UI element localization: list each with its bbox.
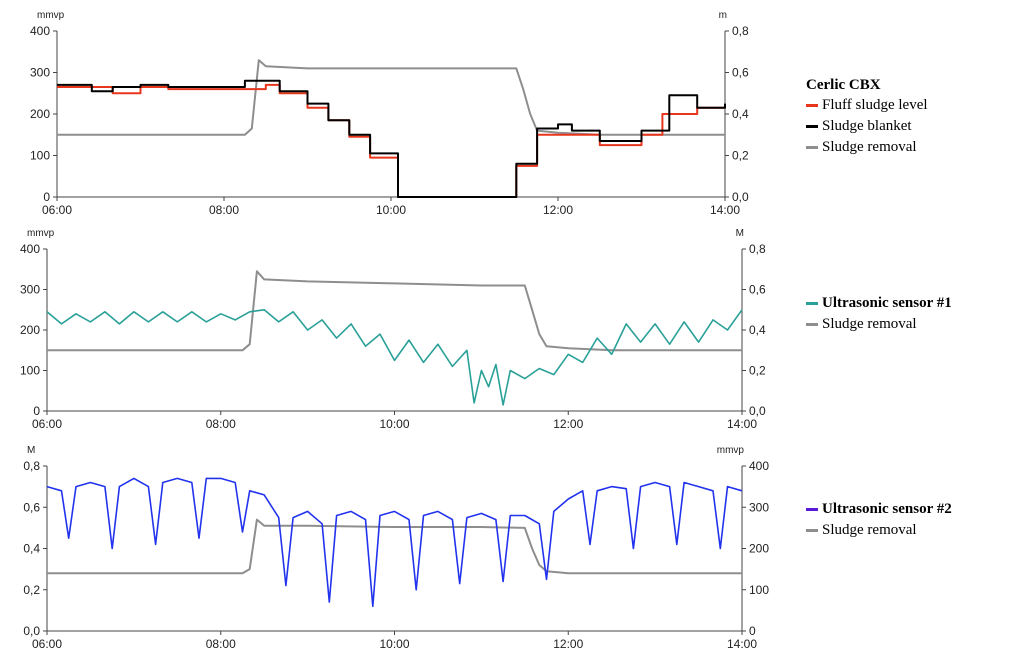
- chart2-x-tick-label: 08:00: [206, 417, 236, 431]
- chart2-x-tick-label: 12:00: [553, 417, 583, 431]
- chart3-left-unit-label: M: [27, 445, 35, 456]
- chart1-right-unit-label: m: [719, 10, 727, 21]
- legend-item-removal-2: Sludge removal: [806, 314, 952, 335]
- chart1-left-tick-label: 300: [30, 66, 50, 80]
- legend-item-blanket: Sludge blanket: [806, 116, 928, 137]
- legend-swatch-us1: [806, 302, 818, 305]
- chart3-right-tick-label: 0: [749, 624, 756, 638]
- chart3-right-tick-label: 200: [749, 542, 769, 556]
- chart1-x-tick-label: 14:00: [710, 203, 740, 217]
- legend-label-us2: Ultrasonic sensor #2: [822, 501, 952, 517]
- chart3-x-tick-label: 06:00: [32, 637, 62, 651]
- chart1-x-tick-label: 10:00: [376, 203, 406, 217]
- legend-label-blanket: Sludge blanket: [822, 118, 912, 134]
- chart2-left-tick-label: 200: [20, 323, 40, 337]
- legend-label-fluff: Fluff sludge level: [822, 97, 928, 113]
- chart2-x-tick-label: 10:00: [379, 417, 409, 431]
- chart1-right-tick-label: 0,4: [732, 107, 749, 121]
- chart3-x-tick-label: 12:00: [553, 637, 583, 651]
- legend-swatch-us2: [806, 508, 818, 511]
- chart1-legend: Cerlic CBX Fluff sludge level Sludge bla…: [806, 77, 928, 158]
- legend-item-fluff: Fluff sludge level: [806, 95, 928, 116]
- chart3-x-tick-label: 14:00: [727, 637, 757, 651]
- chart1-left-tick-label: 200: [30, 107, 50, 121]
- chart1-right-tick-label: 0,2: [732, 149, 749, 163]
- chart3-series-us2: [46, 477, 743, 608]
- chart2-series-us1: [46, 309, 743, 406]
- chart2-legend: Ultrasonic sensor #1 Sludge removal: [806, 293, 952, 335]
- chart3-right-tick-label: 300: [749, 500, 769, 514]
- chart3-x-tick-label: 08:00: [206, 637, 236, 651]
- legend-label-removal-3: Sludge removal: [822, 522, 917, 538]
- legend-swatch-blanket: [806, 125, 818, 128]
- chart2-right-tick-label: 0,0: [749, 404, 766, 418]
- chart2-right-tick-label: 0,6: [749, 283, 766, 297]
- chart1-right-tick-label: 0,8: [732, 24, 749, 38]
- chart3-left-tick-label: 0,0: [23, 624, 40, 638]
- legend-label-removal-2: Sludge removal: [822, 316, 917, 332]
- chart3-right-tick-label: 400: [749, 459, 769, 473]
- legend-swatch-fluff: [806, 104, 818, 107]
- legend-item-removal-3: Sludge removal: [806, 520, 952, 541]
- chart1-right-tick-label: 0,0: [732, 190, 749, 204]
- chart3-series-removal: [47, 518, 742, 575]
- chart1-left-unit-label: mmvp: [37, 10, 65, 21]
- chart2-x-tick-label: 06:00: [32, 417, 62, 431]
- legend-item-us2: Ultrasonic sensor #2: [806, 499, 952, 520]
- chart1-left-tick-label: 400: [30, 24, 50, 38]
- chart2-left-tick-label: 100: [20, 364, 40, 378]
- legend-item-removal-1: Sludge removal: [806, 137, 928, 158]
- chart3-left-tick-label: 0,6: [23, 500, 40, 514]
- chart2-left-tick-label: 0: [33, 404, 40, 418]
- legend-label-removal-1: Sludge removal: [822, 139, 917, 155]
- chart2-left-unit-label: mmvp: [27, 228, 55, 239]
- chart3-right-tick-label: 100: [749, 583, 769, 597]
- chart1-x-tick-label: 08:00: [209, 203, 239, 217]
- chart1-series-fluff: [57, 83, 726, 198]
- chart3-right-unit-label: mmvp: [717, 445, 745, 456]
- chart1-x-tick-label: 06:00: [42, 203, 72, 217]
- chart2-right-tick-label: 0,8: [749, 242, 766, 256]
- chart1-series-blanket: [57, 79, 726, 198]
- chart3-left-tick-label: 0,4: [23, 542, 40, 556]
- chart1-legend-title: Cerlic CBX: [806, 77, 881, 93]
- chart3-legend: Ultrasonic sensor #2 Sludge removal: [806, 499, 952, 541]
- chart3-x-tick-label: 10:00: [379, 637, 409, 651]
- chart1-left-tick-label: 0: [43, 190, 50, 204]
- chart2-right-tick-label: 0,2: [749, 364, 766, 378]
- legend-swatch-removal-1: [806, 146, 818, 149]
- legend-label-us1: Ultrasonic sensor #1: [822, 295, 952, 311]
- legend-item-us1: Ultrasonic sensor #1: [806, 293, 952, 314]
- chart3-left-tick-label: 0,2: [23, 583, 40, 597]
- chart2-left-tick-label: 400: [20, 242, 40, 256]
- chart2-right-unit-label: M: [736, 228, 744, 239]
- legend-swatch-removal-3: [806, 529, 818, 532]
- chart1-x-tick-label: 12:00: [543, 203, 573, 217]
- legend-swatch-removal-2: [806, 323, 818, 326]
- chart2-right-tick-label: 0,4: [749, 323, 766, 337]
- chart3-left-tick-label: 0,8: [23, 459, 40, 473]
- chart2-left-tick-label: 300: [20, 283, 40, 297]
- chart1-left-tick-label: 100: [30, 149, 50, 163]
- chart1-right-tick-label: 0,6: [732, 66, 749, 80]
- chart1-series-removal: [57, 59, 725, 136]
- chart2-x-tick-label: 14:00: [727, 417, 757, 431]
